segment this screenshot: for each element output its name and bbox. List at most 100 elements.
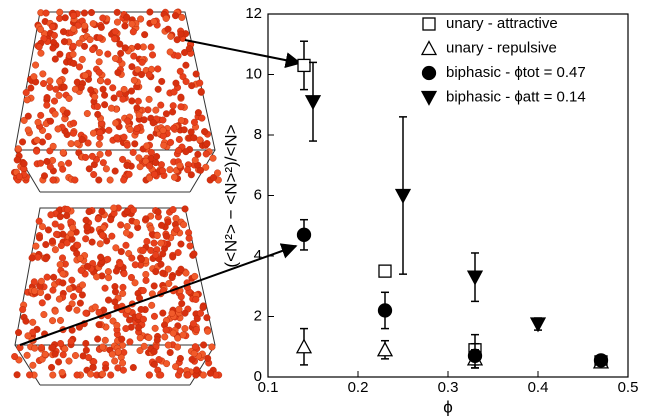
particle — [47, 211, 55, 219]
particle — [101, 336, 109, 344]
particle — [172, 12, 180, 20]
particle — [182, 78, 190, 86]
particle — [167, 138, 175, 146]
particle — [94, 335, 102, 343]
particle — [128, 97, 136, 105]
particle — [57, 223, 65, 231]
particle — [56, 261, 64, 269]
particle — [48, 237, 56, 245]
particle — [122, 229, 130, 237]
particle — [95, 176, 103, 184]
particle — [123, 141, 131, 149]
x-axis-label: ϕ — [443, 397, 453, 416]
particle — [108, 232, 116, 240]
particle — [74, 241, 82, 249]
particle — [111, 167, 119, 175]
particle — [101, 284, 109, 292]
particle — [65, 357, 73, 365]
particle — [119, 155, 127, 163]
particle — [44, 293, 52, 301]
particle — [31, 344, 39, 352]
particle — [169, 108, 177, 116]
particle — [170, 124, 178, 132]
particle — [33, 136, 41, 144]
particle — [160, 141, 168, 149]
particle — [73, 371, 81, 379]
particle — [164, 341, 172, 349]
particle — [126, 126, 134, 134]
particle — [170, 173, 178, 181]
particle — [123, 13, 131, 21]
particle — [168, 273, 176, 281]
particle — [57, 242, 65, 250]
particle — [71, 85, 79, 93]
particle — [70, 119, 78, 127]
marker-circle — [593, 353, 609, 368]
particle — [169, 102, 177, 110]
marker-triangle — [420, 40, 438, 56]
particle — [135, 111, 143, 119]
particle — [111, 35, 119, 43]
particle — [104, 149, 112, 157]
particle — [78, 136, 86, 144]
particle — [101, 91, 109, 99]
particle — [173, 36, 181, 44]
particle — [202, 163, 210, 171]
particle — [159, 269, 167, 277]
particle — [150, 312, 158, 320]
particle — [159, 250, 167, 258]
particle — [83, 262, 91, 270]
particle — [172, 79, 180, 87]
particle — [166, 166, 174, 174]
particle — [59, 28, 67, 36]
particle — [120, 270, 128, 278]
particle — [78, 281, 86, 289]
particle — [113, 321, 121, 329]
particle — [145, 162, 153, 170]
particle — [191, 343, 199, 351]
particle — [102, 165, 110, 173]
particle — [82, 309, 90, 317]
particle — [188, 355, 196, 363]
particle — [13, 371, 21, 379]
particle — [113, 18, 121, 26]
x-tick-label: 0.5 — [618, 379, 639, 396]
particle — [97, 77, 105, 85]
marker-circle — [296, 227, 312, 242]
marker-circle — [467, 348, 483, 363]
simulation-snapshots — [11, 8, 223, 386]
particle — [59, 279, 67, 287]
particle — [111, 357, 119, 365]
particle — [146, 133, 154, 141]
particle — [148, 301, 156, 309]
particle — [37, 111, 45, 119]
particle — [129, 28, 137, 36]
particle — [184, 371, 192, 379]
particle — [38, 223, 46, 231]
marker-circle — [421, 65, 437, 81]
particle — [11, 353, 19, 361]
particle — [112, 267, 120, 275]
particle — [122, 325, 130, 333]
particle — [159, 116, 167, 124]
particle — [162, 232, 170, 240]
x-tick-label: 0.1 — [258, 379, 279, 396]
particle — [130, 76, 138, 84]
y-tick-label: 6 — [254, 186, 262, 203]
particle — [49, 176, 57, 184]
particle — [177, 240, 185, 248]
particle — [158, 77, 166, 85]
particle — [138, 71, 146, 79]
particle — [125, 170, 133, 178]
particle — [65, 94, 73, 102]
particle — [30, 73, 38, 81]
particle — [176, 367, 184, 375]
particle — [147, 225, 155, 233]
particle — [61, 14, 69, 22]
particle — [46, 163, 54, 171]
box-edge — [189, 344, 216, 386]
particle — [78, 55, 86, 63]
particle — [116, 260, 124, 268]
particle — [169, 329, 177, 337]
particle — [175, 305, 183, 313]
